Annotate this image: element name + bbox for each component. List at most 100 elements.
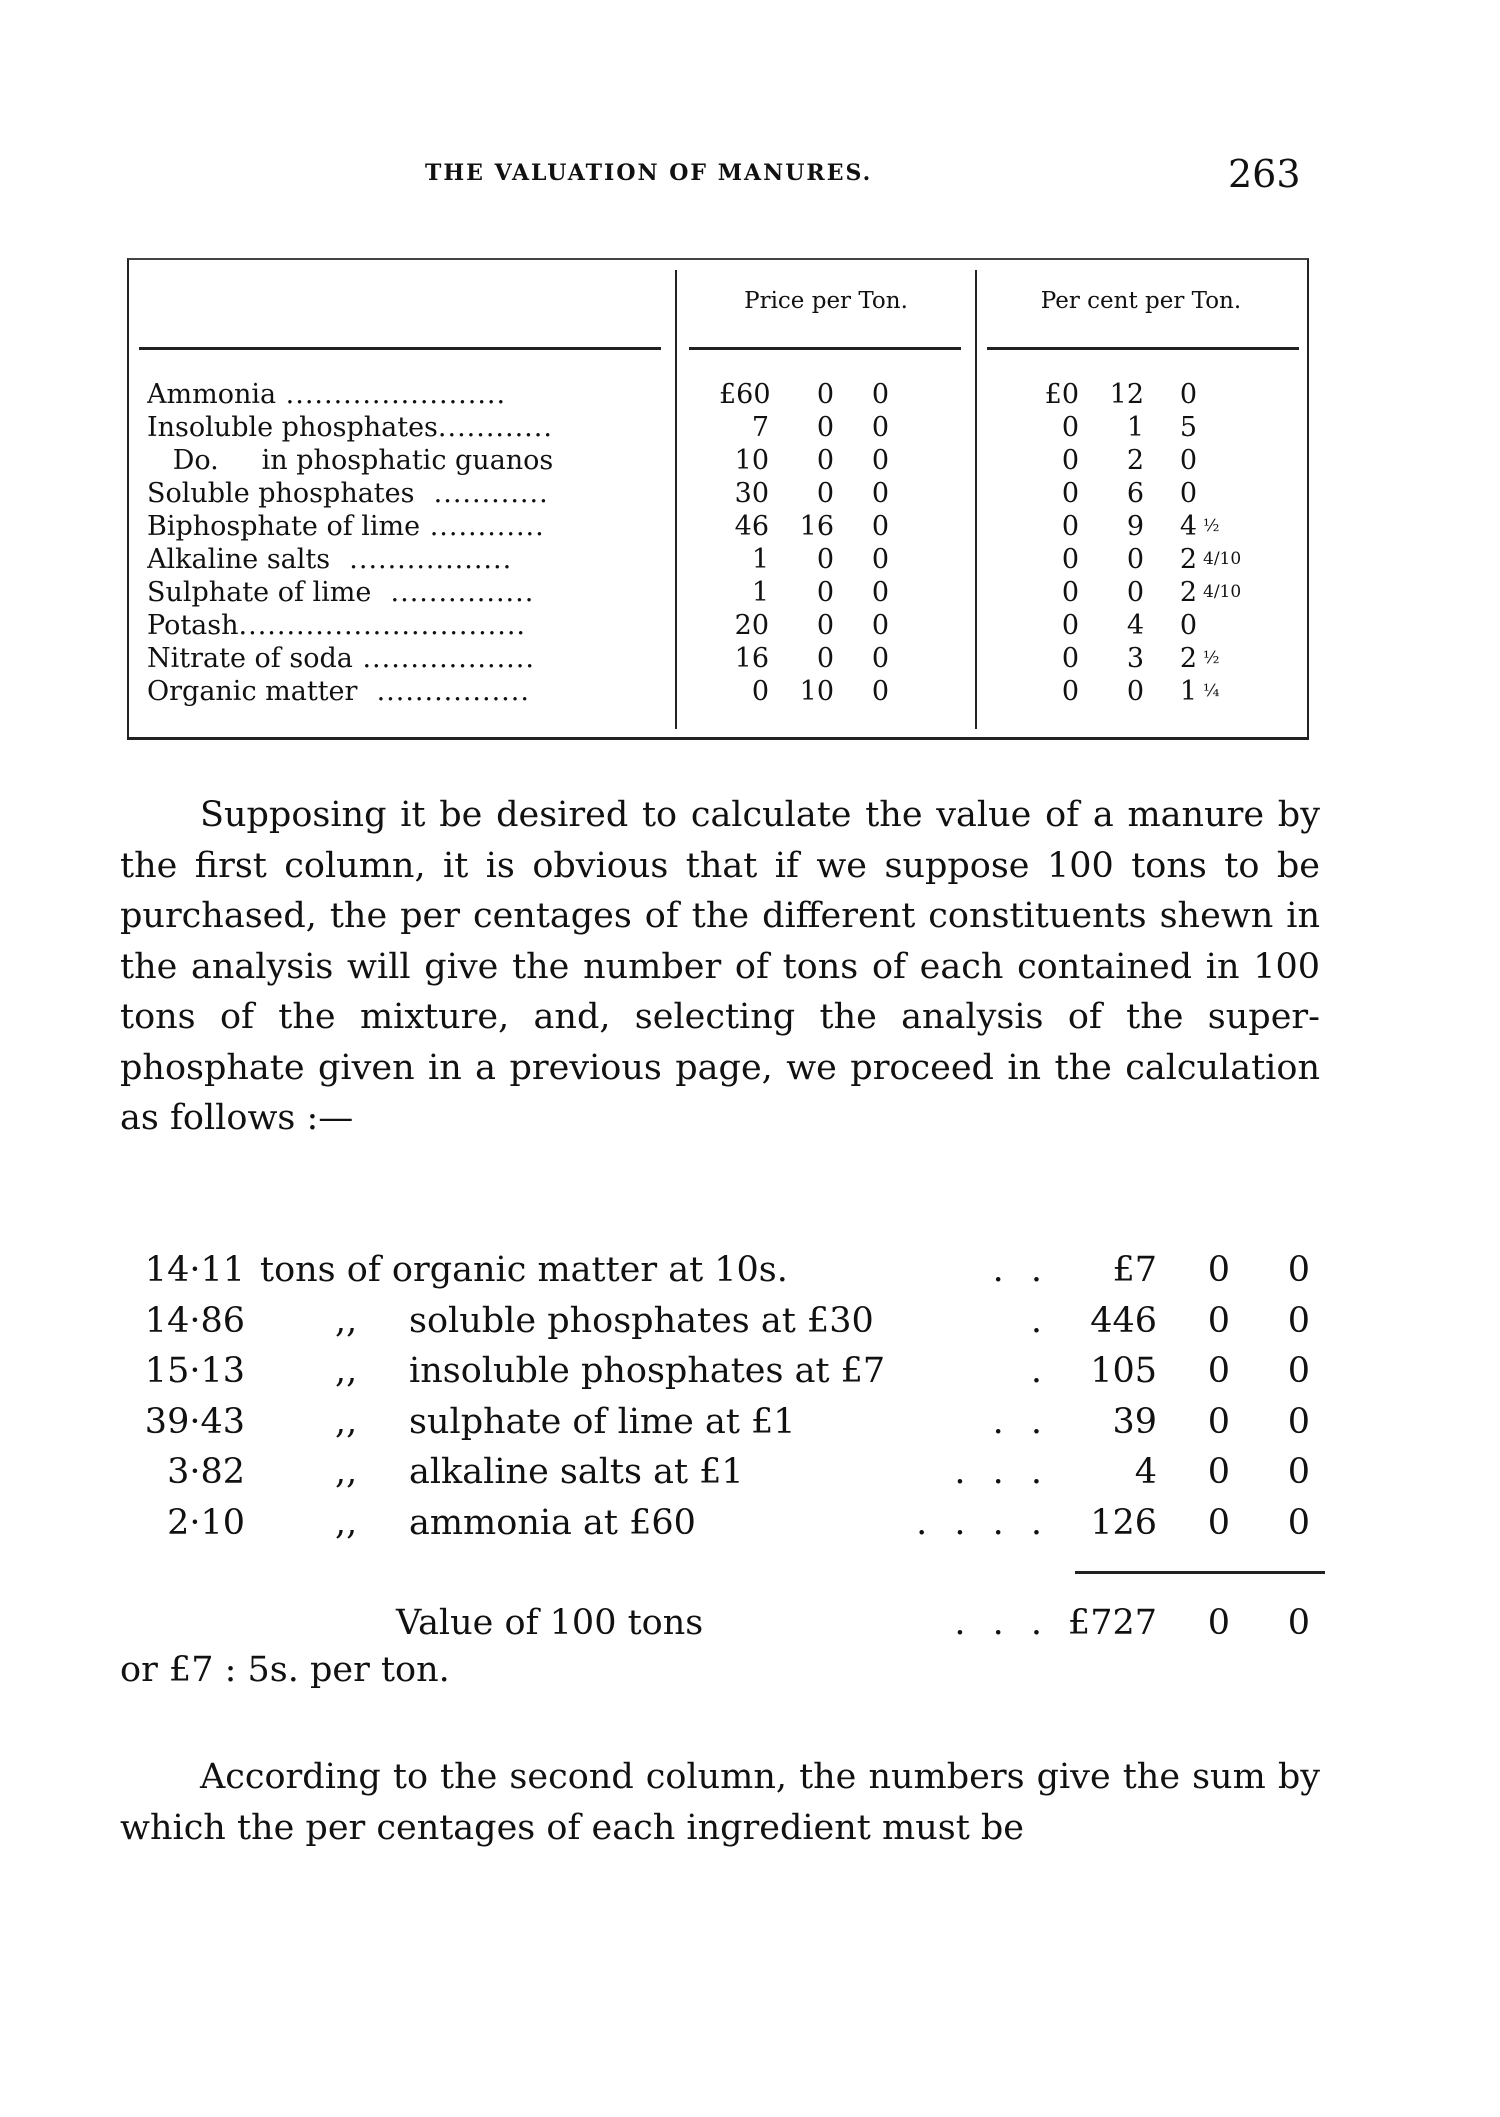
fraction: ½ bbox=[1203, 648, 1220, 668]
price-cell: 0 bbox=[871, 676, 889, 707]
ditto-mark: ,, bbox=[335, 1502, 358, 1543]
leader-dots: . . . bbox=[954, 1452, 1050, 1492]
quantity: 14·11 bbox=[144, 1250, 245, 1290]
percent-cell: 1 bbox=[1126, 412, 1144, 443]
table-row: Alkaline salts ................. 1 0 0 0 0 2 4/… bbox=[129, 543, 1305, 576]
ditto-mark: ,, bbox=[335, 1351, 358, 1391]
table-row: Soluble phosphates ............ 30 0 0 0 6 0 bbox=[129, 477, 1305, 510]
leader-dots: ............ bbox=[437, 412, 553, 443]
label-text: Organic matter bbox=[147, 676, 358, 707]
price-cell: 16 bbox=[734, 643, 769, 674]
price-cell: £60 bbox=[719, 379, 771, 410]
price-cell: 7 bbox=[751, 412, 769, 443]
amount-shillings: 0 bbox=[1207, 1351, 1230, 1391]
ditto-mark: ,, bbox=[335, 1452, 358, 1492]
total-shillings: 0 bbox=[1207, 1603, 1230, 1643]
row-label: Organic matter ................ bbox=[147, 675, 667, 708]
row-label: Sulphate of lime ............... bbox=[147, 576, 667, 609]
price-cell: 0 bbox=[871, 610, 889, 641]
percent-cell: 0 bbox=[1126, 676, 1144, 707]
table-row: Ammonia ....................... £60 0 0 £0 12… bbox=[129, 378, 1305, 411]
price-cell: 0 bbox=[871, 412, 889, 443]
price-cell: 0 bbox=[871, 445, 889, 476]
amount-pounds: 4 bbox=[1134, 1452, 1157, 1492]
quantity: 3·82 bbox=[167, 1452, 245, 1492]
calculation-row: 2·10 ,, ammonia at £60 . . . . 126 0 0 bbox=[0, 1498, 1500, 1548]
leader-dots: ............ bbox=[420, 511, 545, 542]
price-cell: 46 bbox=[734, 511, 769, 542]
amount-shillings: 0 bbox=[1207, 1502, 1230, 1543]
description: insoluble phosphates at £7 bbox=[409, 1351, 886, 1391]
label-text: Nitrate of soda bbox=[147, 643, 353, 674]
paragraph-text: Supposing it be desired to calculate the… bbox=[120, 795, 1320, 1138]
leader-dots: ................ bbox=[357, 676, 530, 707]
description: tons of organic matter at 10s. bbox=[260, 1250, 788, 1290]
price-cell: 30 bbox=[734, 478, 769, 509]
percent-cell: 0 bbox=[1179, 610, 1197, 641]
price-cell: 10 bbox=[799, 676, 834, 707]
percent-cell: 0 bbox=[1126, 544, 1144, 575]
price-cell: 0 bbox=[871, 379, 889, 410]
sum-rule bbox=[1075, 1571, 1325, 1574]
percent-cell: 2 bbox=[1126, 445, 1144, 476]
price-cell: 16 bbox=[799, 511, 834, 542]
percent-cell: 4 bbox=[1179, 511, 1197, 542]
total-amount: £727 bbox=[1067, 1603, 1157, 1643]
leader-dots: . bbox=[1030, 1300, 1050, 1341]
row-label: Soluble phosphates ............ bbox=[147, 477, 667, 510]
leader-dots: . . . . bbox=[916, 1502, 1050, 1543]
price-cell: 0 bbox=[816, 544, 834, 575]
label-text: Ammonia bbox=[147, 379, 277, 410]
percent-cell: 4 bbox=[1126, 610, 1144, 641]
percent-cell: 0 bbox=[1061, 544, 1079, 575]
percent-cell: 0 bbox=[1061, 643, 1079, 674]
paragraph-text: According to the second column, the numb… bbox=[120, 1757, 1320, 1848]
description: sulphate of lime at £1 bbox=[409, 1401, 796, 1442]
total-label: Value of 100 tons bbox=[396, 1603, 704, 1643]
percent-cell: £0 bbox=[1044, 379, 1079, 410]
description: ammonia at £60 bbox=[409, 1502, 696, 1543]
price-cell: 0 bbox=[816, 610, 834, 641]
fraction: ¼ bbox=[1203, 681, 1220, 701]
percent-cell: 0 bbox=[1061, 445, 1079, 476]
percent-cell: 0 bbox=[1179, 379, 1197, 410]
amount-pence: 0 bbox=[1287, 1351, 1310, 1391]
percent-cell: 0 bbox=[1061, 412, 1079, 443]
description: soluble phosphates at £30 bbox=[409, 1300, 874, 1341]
fraction: 4/10 bbox=[1203, 582, 1242, 602]
percent-cell: 0 bbox=[1061, 577, 1079, 608]
per-ton-note: or £7 : 5s. per ton. bbox=[120, 1650, 450, 1690]
percent-cell: 3 bbox=[1126, 643, 1144, 674]
leader-dots: ............... bbox=[371, 577, 535, 608]
page-number: 263 bbox=[1228, 152, 1301, 196]
row-label: Nitrate of soda .................. bbox=[147, 642, 667, 675]
price-cell: 0 bbox=[816, 478, 834, 509]
percent-cell: 1 bbox=[1179, 676, 1197, 707]
quantity: 39·43 bbox=[144, 1401, 245, 1442]
table-row: Do. in phosphatic guanos 10 0 0 0 2 0 bbox=[129, 444, 1305, 477]
label-text: Insoluble phosphates bbox=[147, 412, 438, 443]
percent-cell: 5 bbox=[1179, 412, 1197, 443]
amount-pounds: 126 bbox=[1090, 1502, 1157, 1543]
label-text: Biphosphate of lime bbox=[147, 511, 421, 542]
price-cell: 0 bbox=[816, 379, 834, 410]
leader-dots: . . . bbox=[954, 1603, 1050, 1643]
table-row: Potash.............................. 20 0 0… bbox=[129, 609, 1305, 642]
amount-pence: 0 bbox=[1287, 1401, 1310, 1442]
price-cell: 0 bbox=[816, 643, 834, 674]
label-text: Potash bbox=[147, 610, 239, 641]
price-cell: 0 bbox=[871, 577, 889, 608]
leader-dots: . . bbox=[992, 1250, 1050, 1290]
header-rule bbox=[987, 347, 1299, 350]
amount-pence: 0 bbox=[1287, 1452, 1310, 1492]
running-head: THE VALUATION OF MANURES. bbox=[425, 160, 873, 186]
column-header-percent: Per cent per Ton. bbox=[1040, 288, 1242, 314]
percent-cell: 0 bbox=[1061, 478, 1079, 509]
amount-pounds: 446 bbox=[1090, 1300, 1157, 1341]
price-cell: 1 bbox=[751, 544, 769, 575]
label-text: Sulphate of lime bbox=[147, 577, 372, 608]
quantity: 14·86 bbox=[144, 1300, 245, 1341]
leader-dots: ................. bbox=[330, 544, 513, 575]
manure-price-table: Price per Ton. Per cent per Ton. Ammonia… bbox=[127, 258, 1309, 740]
amount-pence: 0 bbox=[1287, 1250, 1310, 1290]
